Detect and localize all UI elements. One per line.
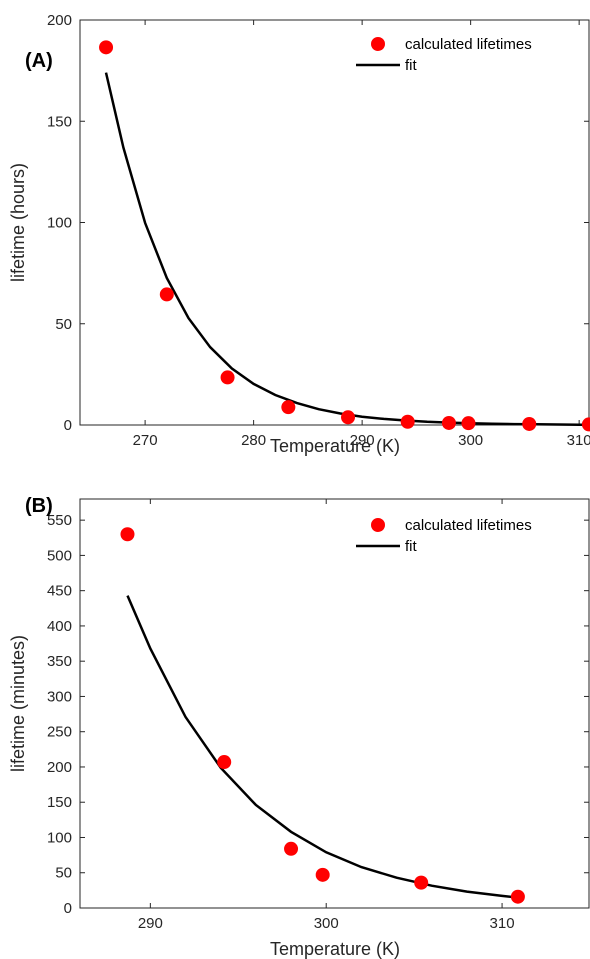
data-point: [414, 875, 429, 890]
y-tick-label: 400: [47, 618, 72, 635]
legend-marker-icon: [371, 518, 385, 532]
y-tick-label: 200: [47, 759, 72, 776]
y-tick-label: 150: [47, 794, 72, 811]
panel-label-b: (B): [25, 495, 53, 517]
fit-line-b: [126, 595, 519, 899]
legend-label-fit: fit: [405, 57, 418, 74]
data-point: [159, 287, 174, 302]
x-axis-label-b: Temperature (K): [270, 939, 400, 959]
x-tick-label: 290: [350, 432, 375, 449]
data-point: [315, 867, 330, 882]
x-axis-label-a: Temperature (K): [270, 436, 400, 456]
data-point: [522, 416, 537, 431]
fit-line: [126, 595, 519, 899]
data-point: [217, 755, 232, 770]
data-point: [461, 416, 476, 431]
legend-label-fit: fit: [405, 538, 418, 555]
x-tick-label: 310: [490, 915, 515, 932]
x-tick-label: 310: [567, 432, 590, 449]
ticks-b: [80, 499, 589, 909]
y-tick-label: 300: [47, 688, 72, 705]
y-axis-label-b: lifetime (minutes): [8, 635, 28, 772]
x-tick-label: 290: [138, 915, 163, 932]
plot-area-a: [79, 19, 590, 426]
plot-area-b: [79, 498, 590, 909]
y-tick-label: 50: [55, 316, 72, 333]
data-point: [441, 415, 456, 430]
legend-label-calculated: calculated lifetimes: [405, 36, 532, 53]
y-tick-label: 100: [47, 829, 72, 846]
tick-labels-b: 290 300 310 0 50 100 150 200 250 300 350 400 450 500 5…: [47, 512, 515, 932]
y-tick-label: 500: [47, 547, 72, 564]
y-tick-label: 550: [47, 512, 72, 529]
y-tick-label: 0: [64, 900, 72, 917]
x-tick-label: 300: [458, 432, 483, 449]
fit-line: [104, 72, 589, 426]
fit-line-a: [104, 72, 589, 426]
y-tick-label: 350: [47, 653, 72, 670]
y-tick-label: 250: [47, 724, 72, 741]
y-tick-label: 450: [47, 583, 72, 600]
data-point: [220, 370, 235, 385]
data-point: [284, 841, 299, 856]
data-point: [99, 40, 114, 55]
y-tick-label: 200: [47, 12, 72, 29]
legend-b: calculated lifetimes fit: [356, 517, 532, 555]
x-tick-label: 280: [241, 432, 266, 449]
markers-b: [120, 527, 525, 904]
y-axis-label-a: lifetime (hours): [8, 163, 28, 282]
y-tick-label: 50: [55, 865, 72, 882]
ticks-a: [80, 19, 589, 426]
markers-a: [99, 40, 590, 432]
x-tick-label: 300: [314, 915, 339, 932]
data-point: [281, 400, 296, 415]
y-tick-label: 150: [47, 113, 72, 130]
tick-labels-a: 270 280 290 300 310 0 50 100 150 200: [47, 12, 590, 449]
legend-marker-icon: [371, 37, 385, 51]
data-point: [341, 410, 356, 425]
data-point: [120, 527, 135, 542]
y-tick-label: 0: [64, 417, 72, 434]
data-point: [581, 417, 590, 432]
panel-b: 290 300 310 0 50 100 150 200 250 300 350 400 450 500 5…: [8, 495, 590, 959]
legend-label-calculated: calculated lifetimes: [405, 517, 532, 534]
y-tick-label: 100: [47, 215, 72, 232]
x-tick-label: 270: [133, 432, 158, 449]
panel-a: 270 280 290 300 310 0 50 100 150 200 Temperature …: [8, 12, 590, 456]
legend-a: calculated lifetimes fit: [356, 36, 532, 74]
data-point: [510, 889, 525, 904]
data-point: [400, 414, 415, 429]
panel-label-a: (A): [25, 50, 53, 72]
